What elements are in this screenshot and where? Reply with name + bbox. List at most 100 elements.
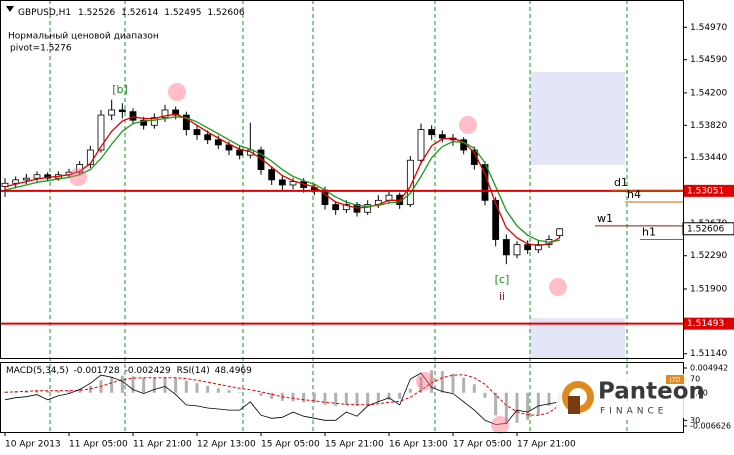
candle-body	[246, 149, 254, 156]
macd-bar	[227, 390, 231, 393]
macd-bar	[376, 392, 380, 403]
pivot-zone	[530, 318, 625, 358]
macd-bar	[163, 377, 167, 393]
price-tag-label: 1.52606	[687, 224, 724, 234]
candle-body	[172, 109, 180, 116]
y-tick-label: 1.54970	[690, 23, 727, 33]
candle-body	[342, 204, 350, 211]
macd-tick-label: 0.00	[690, 388, 708, 397]
x-tick-label: 16 Apr 13:00	[389, 440, 448, 450]
macd-tick-label: 0.004942	[690, 364, 728, 373]
tf-level-label: d1	[614, 176, 628, 189]
candle-body	[97, 114, 105, 151]
macd-bar	[312, 392, 316, 403]
candle-body	[150, 117, 158, 126]
macd-bar	[430, 370, 434, 393]
x-tick-label: 10 Apr 2013	[5, 440, 61, 450]
annotation: [c]	[495, 273, 510, 286]
candle-body	[129, 111, 137, 121]
candle-body	[182, 114, 190, 130]
candle-body	[257, 149, 265, 171]
macd-bar	[398, 392, 402, 399]
y-tick-label: 1.54590	[690, 55, 727, 65]
macd-bar	[270, 392, 274, 399]
line	[4, 113, 561, 247]
y-tick-label: 1.54200	[690, 88, 727, 98]
macd-bar	[131, 376, 135, 393]
macd-bar	[344, 392, 348, 406]
macd-bar	[494, 392, 498, 416]
candle-body	[161, 109, 169, 119]
macd-bar	[387, 392, 391, 400]
separators	[49, 0, 628, 432]
line	[4, 372, 560, 425]
candle-body	[193, 129, 201, 136]
y-tick-label: 1.51140	[690, 349, 727, 359]
rsi-label: RSI(14)	[177, 366, 210, 376]
candle-body	[108, 109, 116, 116]
candle-body	[513, 244, 521, 256]
line	[4, 374, 560, 416]
x-tick-label: 15 Apr 05:00	[261, 440, 320, 450]
macd-bar	[451, 373, 455, 393]
macd-signal: -0.002429	[125, 366, 171, 376]
macd-bar	[526, 392, 530, 420]
macd-bar	[110, 376, 114, 393]
price-panel: 1.54970 1.54590 1.54200 1.53820 1.53440 1.526…	[0, 23, 734, 450]
open: 1.52526	[78, 8, 115, 18]
rsi-tick-label: 70	[690, 375, 700, 384]
candle-body	[225, 144, 233, 151]
line	[4, 116, 560, 243]
level-label: 1.51493	[687, 319, 724, 329]
candle-body	[556, 228, 564, 236]
candle-body	[140, 119, 148, 126]
x-tick-label: 12 Apr 13:00	[197, 440, 256, 450]
collapse-arrow	[6, 6, 14, 12]
macd-bar	[302, 392, 306, 403]
candle-body	[417, 129, 425, 161]
macd-bar	[35, 390, 39, 393]
macd-bar	[78, 388, 82, 393]
candle-body	[502, 239, 510, 256]
macd-bar	[408, 388, 412, 393]
x-tick-label: 17 Apr 05:00	[453, 440, 512, 450]
macd-bar	[184, 380, 188, 393]
macd-bar	[504, 392, 508, 424]
macd-bar	[366, 392, 370, 405]
candle-body	[534, 244, 542, 251]
header: GBPUSD,H1 1.52526 1.52614 1.52495 1.5260…	[18, 8, 245, 18]
candle-body	[118, 109, 126, 113]
candle-body	[204, 134, 212, 141]
annotation: [b]	[112, 83, 128, 96]
candle-body	[278, 179, 286, 186]
rsi-value: 48.4969	[215, 366, 252, 376]
macd-label: MACD(5,34,5)	[6, 366, 69, 376]
candle-body	[268, 169, 276, 181]
price-frame	[0, 0, 684, 359]
low: 1.52495	[164, 8, 201, 18]
candle-body	[289, 181, 297, 186]
logo-sub: FINANCE	[600, 407, 667, 417]
macd-bar	[248, 392, 252, 394]
indicator-header: MACD(5,34,5) -0.001728 -0.002429 RSI(14)…	[6, 366, 252, 376]
pivot-zone	[530, 72, 625, 165]
macd-bar	[536, 392, 540, 416]
macd-bar	[547, 392, 551, 406]
macd-bar	[195, 383, 199, 393]
candle-body	[22, 177, 30, 181]
macd-bar	[291, 392, 295, 402]
level-tag	[683, 317, 734, 330]
macd-bar	[174, 378, 178, 393]
x-tick-label: 11 Apr 21:00	[133, 440, 192, 450]
y-tick-label: 1.53440	[690, 153, 727, 163]
macd-bar	[355, 392, 359, 406]
macd-bar	[462, 377, 466, 393]
annotation: ii	[499, 290, 505, 303]
candle-body	[12, 179, 20, 184]
macd-bar	[46, 390, 50, 393]
macd-bar	[238, 392, 242, 393]
x-tick-label: 17 Apr 21:00	[517, 440, 576, 450]
candle-body	[76, 164, 84, 173]
macd-bar	[67, 390, 71, 393]
macd-main: -0.001728	[74, 366, 120, 376]
